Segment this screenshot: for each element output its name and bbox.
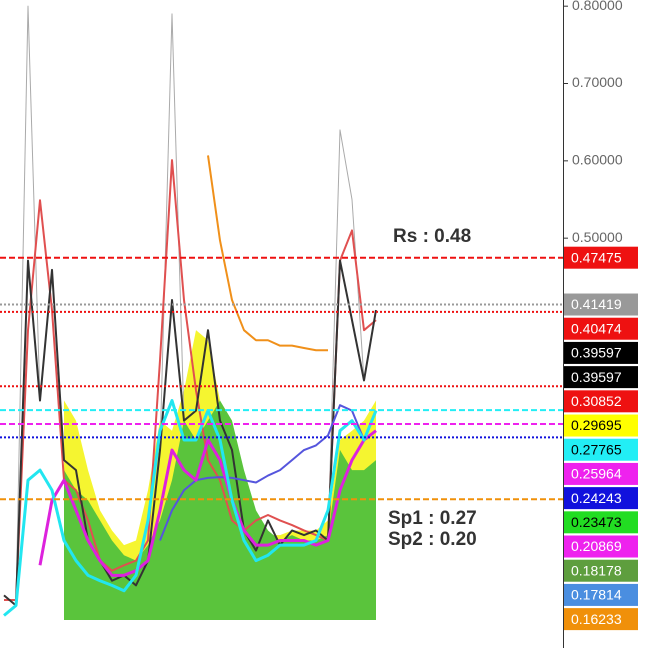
price-label-bg — [564, 246, 638, 269]
price-label-bg — [564, 608, 638, 631]
price-label-bg — [564, 462, 638, 485]
price-label: 0.25964 — [571, 466, 622, 482]
price-label: 0.29695 — [571, 417, 622, 433]
y-tick-label: 0.70000 — [572, 74, 623, 90]
price-label-bg — [564, 414, 638, 437]
price-label: 0.24243 — [571, 490, 622, 506]
price-label: 0.17814 — [571, 587, 622, 603]
price-label: 0.41419 — [571, 296, 622, 312]
price-label: 0.18178 — [571, 562, 622, 578]
price-label-bg — [564, 438, 638, 461]
price-label-bg — [564, 559, 638, 582]
series-line — [3, 259, 377, 607]
axis-area: 0.80000 0.70000 0.60000 0.50000 0.47475 0.414… — [563, 0, 638, 631]
plot-area — [0, 5, 563, 620]
annotation: Rs : 0.48 — [393, 226, 471, 247]
annotation: Sp1 : 0.27 — [388, 508, 477, 529]
price-label: 0.39597 — [571, 369, 622, 385]
y-tick-label: 0.80000 — [572, 0, 623, 13]
price-label: 0.47475 — [571, 249, 622, 265]
price-label-bg — [564, 341, 638, 364]
y-tick-label: 0.60000 — [572, 152, 623, 168]
price-label-bg — [564, 390, 638, 413]
series-line — [159, 404, 365, 541]
price-label-bg — [564, 487, 638, 510]
y-tick-label: 0.50000 — [572, 229, 623, 245]
price-label-bg — [564, 583, 638, 606]
price-label-bg — [564, 366, 638, 389]
price-label-bg — [564, 317, 638, 340]
price-label: 0.27765 — [571, 441, 622, 457]
price-label: 0.40474 — [571, 320, 622, 336]
series-line — [3, 399, 378, 617]
annotation: Sp2 : 0.20 — [388, 529, 477, 550]
price-label-bg — [564, 535, 638, 558]
price-label: 0.23473 — [571, 514, 622, 530]
price-label: 0.30852 — [571, 393, 622, 409]
price-label-bg — [564, 293, 638, 316]
price-label-bg — [564, 511, 638, 534]
price-label: 0.16233 — [571, 611, 622, 627]
price-label: 0.39597 — [571, 345, 622, 361]
series-line — [38, 429, 377, 577]
series-line — [207, 155, 328, 352]
price-label: 0.20869 — [571, 538, 622, 554]
